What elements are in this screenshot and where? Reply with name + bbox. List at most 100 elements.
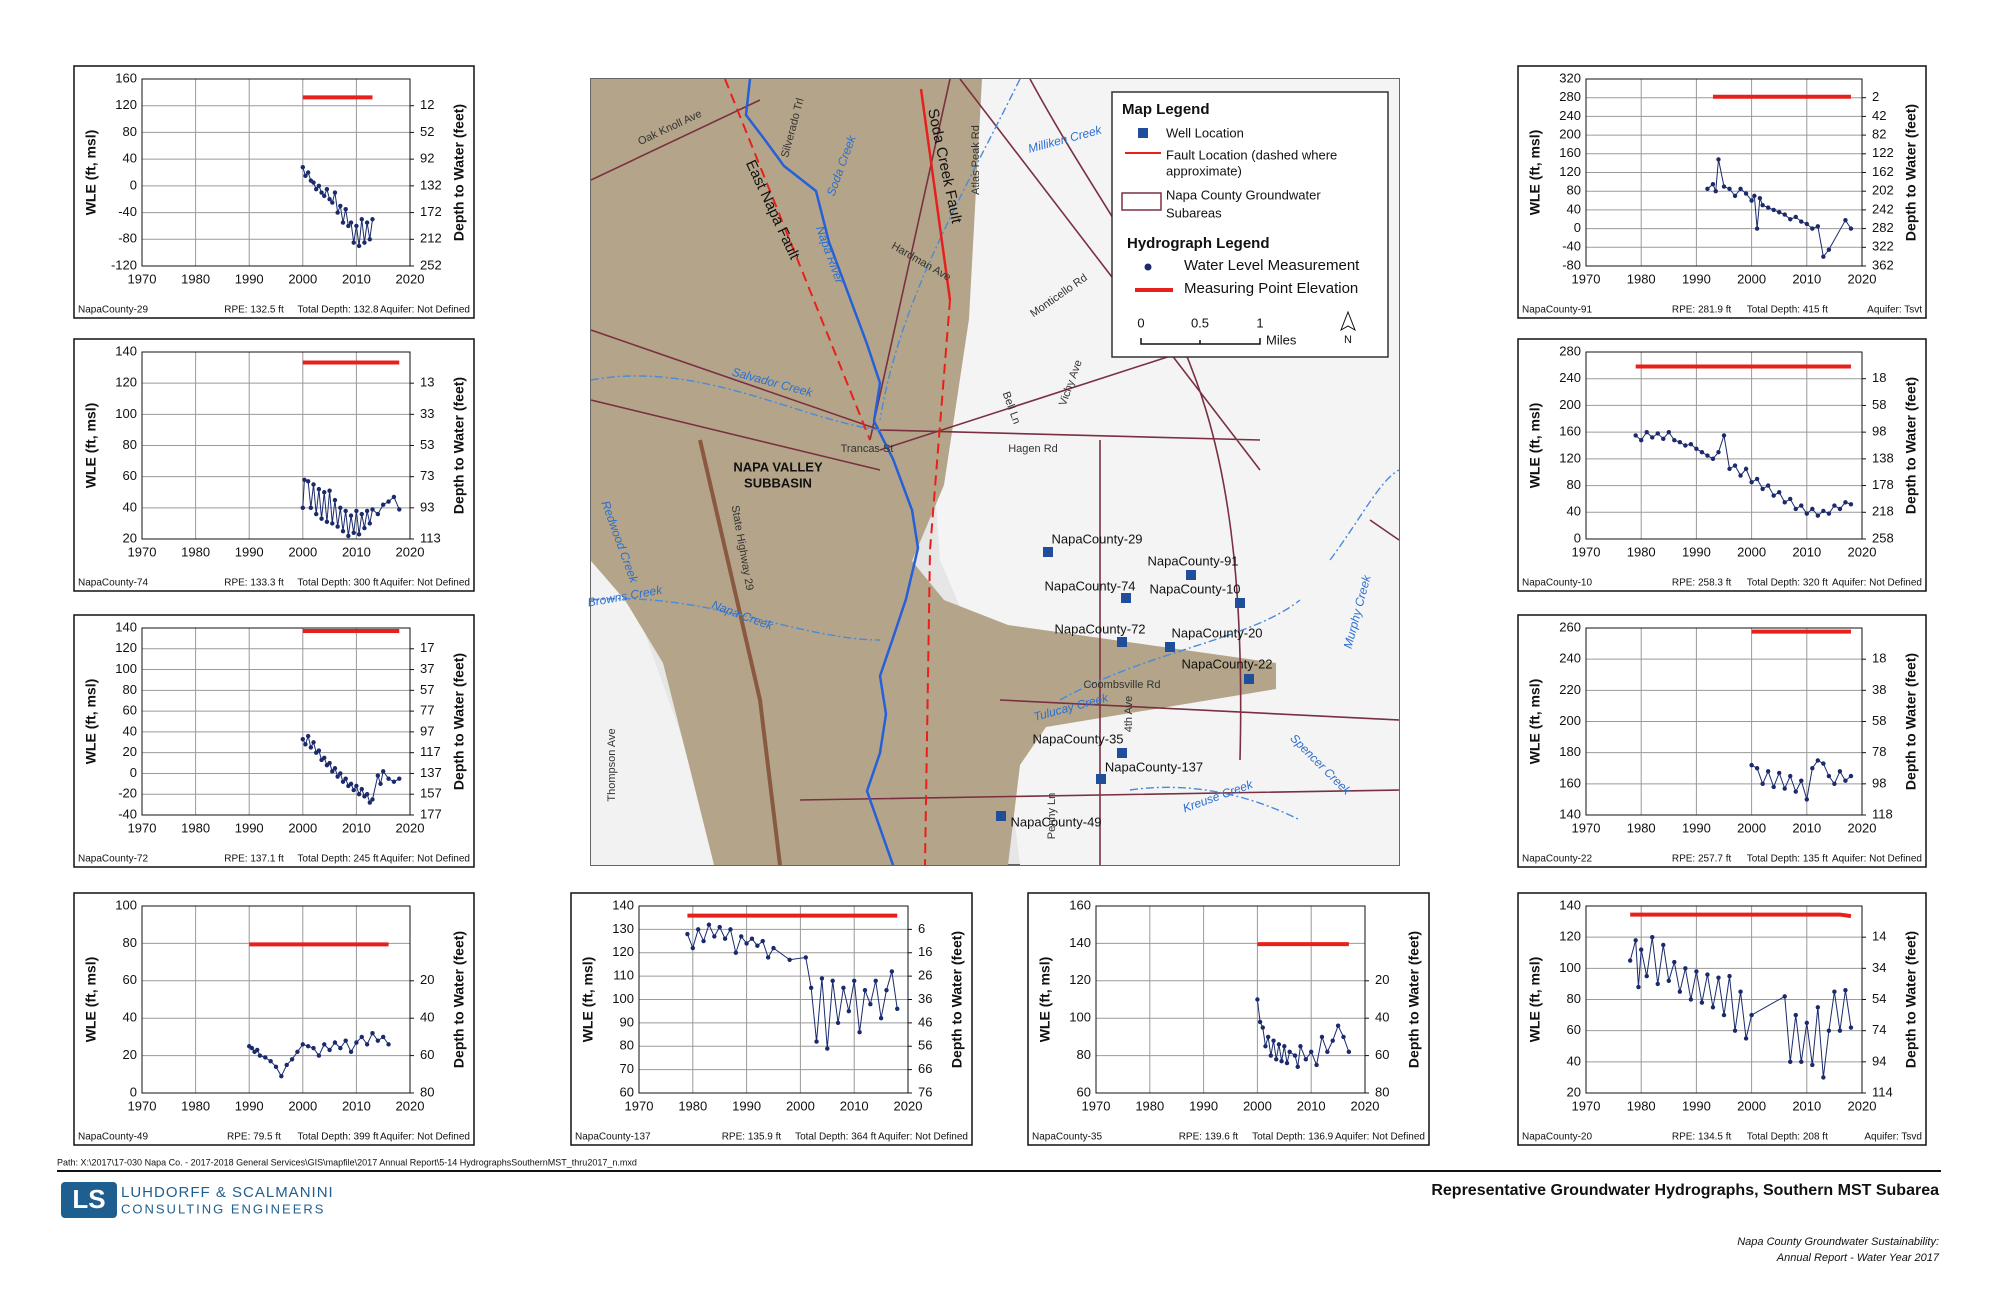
company-sub: CONSULTING ENGINEERS (121, 1201, 325, 1216)
well-label: NapaCounty-49 (1010, 814, 1101, 829)
water-level-point (1688, 997, 1694, 1002)
water-level-point (330, 769, 335, 774)
water-level-point (303, 742, 308, 747)
y-tick-label: 20 (123, 744, 137, 759)
x-tick-label: 1980 (1627, 271, 1656, 286)
x-tick-label: 1970 (128, 271, 157, 286)
y2-tick-label: 6 (918, 921, 925, 936)
y-tick-label: 110 (613, 968, 634, 983)
y2-axis-label: Depth to Water (feet) (451, 104, 467, 241)
water-level-point (1793, 506, 1798, 512)
y-tick-label: 40 (123, 499, 137, 514)
water-level-point (340, 529, 346, 534)
legend-text: approximate) (1166, 163, 1242, 178)
water-level-point (381, 502, 386, 507)
y-tick-label: 40 (1567, 1053, 1581, 1068)
well-info: RPE: 135.9 ft (722, 1132, 782, 1143)
water-level-point (1627, 958, 1633, 963)
rpe-line (1630, 912, 1852, 919)
x-tick-label: 2000 (288, 544, 317, 559)
water-level-point (1815, 758, 1821, 763)
y2-tick-label: 282 (1872, 220, 1894, 235)
well-name: NapaCounty-10 (1522, 578, 1592, 589)
water-level-point (359, 217, 364, 222)
hydrograph: 20 40 60 80 100 120 140 1970 1980 1990 2000 2010 202… (73, 338, 475, 592)
x-tick-label: 1990 (1189, 1098, 1218, 1113)
water-level-point (1710, 181, 1716, 187)
well-label: NapaCounty-72 (1054, 621, 1145, 636)
map-label: Thompson Ave (606, 728, 618, 801)
well-label: NapaCounty-137 (1105, 759, 1203, 774)
x-tick-label: 1970 (128, 1098, 157, 1113)
y-tick-label: 60 (123, 972, 137, 987)
water-level-point (1815, 1005, 1821, 1010)
x-tick-label: 1990 (235, 544, 264, 559)
water-level-point (1330, 1038, 1335, 1043)
y-tick-label: 20 (123, 530, 137, 545)
y-tick-label: 40 (123, 723, 137, 738)
legend-dot (1144, 263, 1152, 271)
y2-tick-label: 78 (1872, 744, 1886, 759)
water-level-point (787, 957, 792, 962)
water-level-point (338, 771, 343, 776)
y2-tick-label: 56 (918, 1038, 932, 1053)
water-level-point (749, 936, 755, 941)
y2-tick-label: 53 (420, 437, 434, 452)
well-info: Total Depth: 208 ft (1747, 1132, 1828, 1143)
water-level-point (397, 776, 402, 781)
water-level-point (1636, 984, 1641, 990)
x-tick-label: 2010 (342, 271, 371, 286)
y2-axis-label: Depth to Water (feet) (1903, 377, 1919, 514)
water-level-point (1760, 486, 1765, 492)
legend-text: Well Location (1166, 125, 1244, 140)
well-info: Aquifer: Not Defined (380, 1132, 470, 1143)
water-level-point (268, 1059, 273, 1064)
well-info: Total Depth: 136.9 (1252, 1132, 1334, 1143)
water-level-point (305, 479, 311, 484)
x-tick-label: 2020 (1848, 820, 1877, 835)
water-level-point (1721, 1012, 1727, 1018)
well-marker (1165, 642, 1175, 652)
water-level-point (1672, 437, 1677, 443)
x-tick-label: 2000 (1737, 544, 1766, 559)
water-level-point (1837, 769, 1843, 774)
y2-tick-label: 76 (918, 1084, 932, 1099)
y2-axis-label: Depth to Water (feet) (1903, 653, 1919, 790)
water-level-point (722, 936, 728, 941)
y-tick-label: 120 (115, 97, 137, 112)
y-tick-label: 80 (123, 437, 137, 452)
water-level-point (1655, 981, 1660, 987)
water-level-point (1727, 186, 1732, 192)
water-level-point (1826, 1028, 1832, 1033)
y2-tick-label: 132 (420, 177, 442, 192)
water-level-point (1749, 762, 1754, 768)
water-level-point (1837, 506, 1843, 512)
water-level-point (1727, 973, 1732, 979)
legend-box (1111, 91, 1389, 358)
water-level-point (1765, 483, 1771, 488)
x-tick-label: 2000 (786, 1098, 815, 1113)
water-level-point (308, 505, 314, 511)
water-level-point (364, 508, 370, 514)
water-level-point (1666, 978, 1672, 983)
map-label: SUBBASIN (744, 475, 812, 490)
plot-frame (141, 627, 411, 816)
y2-tick-label: 36 (918, 991, 932, 1006)
water-level-point (354, 508, 359, 514)
y-tick-label: 140 (115, 619, 137, 634)
y2-tick-label: 92 (420, 151, 434, 166)
water-level-point (302, 477, 307, 482)
y-tick-label: 0 (1574, 220, 1581, 235)
water-level-point (300, 164, 305, 170)
water-level-point (862, 987, 868, 993)
y2-tick-label: 58 (1872, 713, 1886, 728)
water-level-point (1276, 1042, 1282, 1047)
y-tick-label: 200 (1559, 397, 1581, 412)
y-tick-label: 240 (1559, 370, 1581, 385)
water-level-point (1832, 989, 1837, 994)
water-level-point (1335, 1023, 1341, 1028)
water-level-point (1346, 1049, 1352, 1055)
water-level-point (362, 525, 367, 531)
well-info: Aquifer: Not Defined (1335, 1132, 1425, 1143)
